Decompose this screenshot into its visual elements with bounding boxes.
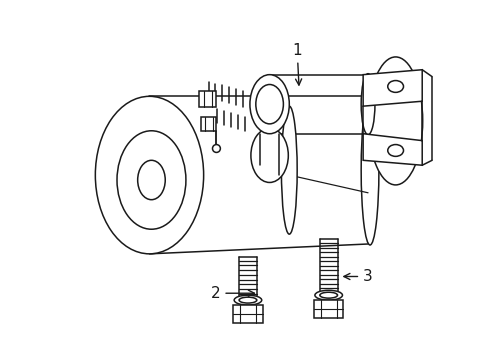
Bar: [198, 91, 216, 107]
Ellipse shape: [249, 75, 289, 134]
Text: 3: 3: [343, 269, 372, 284]
Ellipse shape: [117, 131, 185, 229]
Text: 1: 1: [292, 42, 302, 85]
Ellipse shape: [387, 145, 403, 156]
Ellipse shape: [319, 292, 337, 298]
Ellipse shape: [314, 290, 342, 300]
Ellipse shape: [138, 160, 165, 200]
Ellipse shape: [281, 106, 297, 234]
Ellipse shape: [234, 295, 261, 305]
Polygon shape: [363, 134, 421, 165]
Ellipse shape: [361, 95, 378, 245]
Ellipse shape: [239, 297, 256, 303]
Ellipse shape: [212, 145, 220, 152]
Bar: [233, 305, 262, 323]
Text: 2: 2: [210, 286, 254, 301]
Ellipse shape: [95, 96, 203, 254]
Bar: [200, 117, 216, 131]
Ellipse shape: [250, 128, 288, 183]
Bar: [313, 300, 343, 318]
Ellipse shape: [255, 85, 283, 124]
Ellipse shape: [368, 57, 422, 185]
Polygon shape: [363, 70, 421, 106]
Ellipse shape: [361, 74, 374, 135]
Ellipse shape: [387, 81, 403, 93]
